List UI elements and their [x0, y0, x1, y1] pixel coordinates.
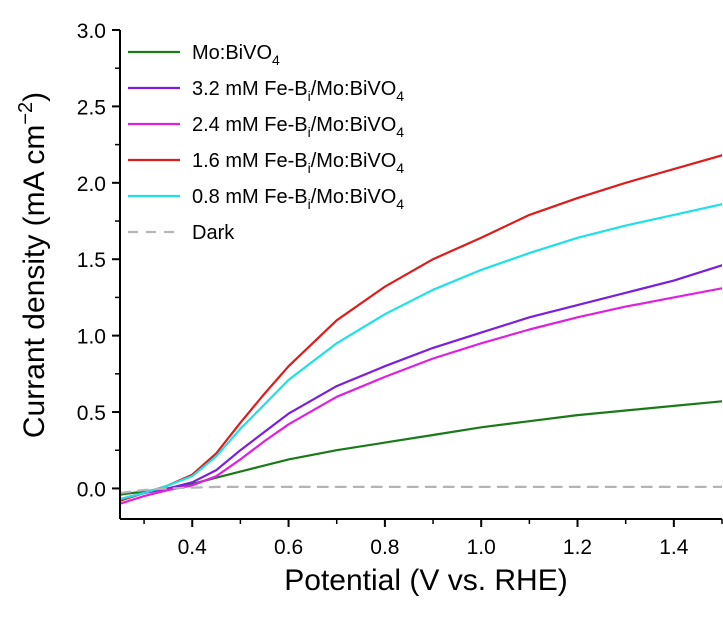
- x-tick-label: 1.4: [659, 536, 689, 559]
- legend-entry-3: 1.6 mM Fe-Bi/Mo:BiVO4: [128, 150, 404, 176]
- x-tick-label: 0.6: [274, 536, 303, 559]
- axes: [119, 30, 722, 520]
- legend-label: 0.8 mM Fe-Bi/Mo:BiVO4: [192, 186, 404, 212]
- series-line-2: [120, 287, 722, 505]
- legend-entry-5: Dark: [128, 222, 235, 244]
- ticks: 0.4 0.6 0.8 1.0 1.2 1.4 0.0 0.5 1.0 1.5 2.0 2.5 3.0: [77, 20, 723, 559]
- legend-label: Mo:BiVO4: [192, 42, 280, 68]
- x-tick-label: 1.2: [563, 536, 592, 559]
- y-tick-label: 0.0: [77, 478, 106, 501]
- series-line-4: [120, 203, 722, 501]
- legend-entry-1: 3.2 mM Fe-Bi/Mo:BiVO4: [128, 78, 404, 104]
- x-tick-label: 0.8: [370, 536, 399, 559]
- y-tick-label: 0.5: [77, 402, 106, 425]
- y-axis-title: Currant density (mA cm−2): [15, 92, 51, 438]
- x-tick-label: 1.0: [467, 536, 496, 559]
- legend: Mo:BiVO4 3.2 mM Fe-Bi/Mo:BiVO4 2.4 mM Fe-B…: [128, 42, 404, 244]
- legend-entry-0: Mo:BiVO4: [128, 42, 280, 68]
- y-axis-title-sup: −2: [15, 102, 37, 125]
- legend-entry-4: 0.8 mM Fe-Bi/Mo:BiVO4: [128, 186, 404, 212]
- y-axis-title-main: Currant density (mA cm: [18, 125, 51, 438]
- series-layer: [120, 154, 722, 505]
- legend-label: 1.6 mM Fe-Bi/Mo:BiVO4: [192, 150, 404, 176]
- y-tick-label: 3.0: [77, 20, 106, 43]
- legend-entry-2: 2.4 mM Fe-Bi/Mo:BiVO4: [128, 114, 404, 140]
- y-axis-title-close: ): [18, 92, 51, 102]
- series-line-1: [120, 264, 722, 501]
- legend-label: 3.2 mM Fe-Bi/Mo:BiVO4: [192, 78, 404, 104]
- y-tick-label: 2.0: [77, 173, 106, 196]
- y-tick-label: 1.0: [77, 326, 106, 349]
- series-line-0: [120, 400, 722, 496]
- y-tick-label: 2.5: [77, 96, 106, 119]
- x-axis-title: Potential (V vs. RHE): [284, 564, 567, 597]
- legend-label: 2.4 mM Fe-Bi/Mo:BiVO4: [192, 114, 404, 140]
- x-tick-label: 0.4: [178, 536, 208, 559]
- series-line-5: [120, 485, 722, 495]
- y-tick-label: 1.5: [77, 249, 106, 272]
- legend-label: Dark: [192, 222, 235, 244]
